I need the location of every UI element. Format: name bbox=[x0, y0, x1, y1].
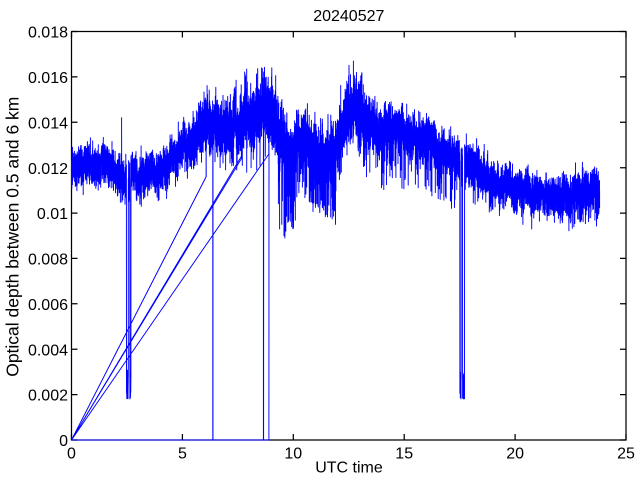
svg-text:Optical depth between 0.5 and: Optical depth between 0.5 and 6 km bbox=[3, 97, 23, 377]
svg-text:0.016: 0.016 bbox=[28, 70, 68, 87]
svg-text:0.004: 0.004 bbox=[28, 342, 68, 359]
svg-text:0.012: 0.012 bbox=[28, 161, 68, 178]
svg-text:0.01: 0.01 bbox=[37, 206, 68, 223]
svg-text:0: 0 bbox=[67, 446, 76, 463]
svg-text:0.018: 0.018 bbox=[28, 25, 68, 42]
svg-text:20: 20 bbox=[506, 446, 524, 463]
svg-text:0.006: 0.006 bbox=[28, 297, 68, 314]
svg-text:UTC time: UTC time bbox=[315, 460, 383, 477]
svg-text:20240527: 20240527 bbox=[313, 8, 384, 25]
svg-text:15: 15 bbox=[395, 446, 413, 463]
svg-text:0.002: 0.002 bbox=[28, 388, 68, 405]
svg-text:0: 0 bbox=[59, 433, 68, 450]
svg-text:5: 5 bbox=[178, 446, 187, 463]
svg-text:10: 10 bbox=[284, 446, 302, 463]
svg-text:25: 25 bbox=[617, 446, 635, 463]
svg-text:0.008: 0.008 bbox=[28, 252, 68, 269]
svg-text:0.014: 0.014 bbox=[28, 115, 68, 132]
